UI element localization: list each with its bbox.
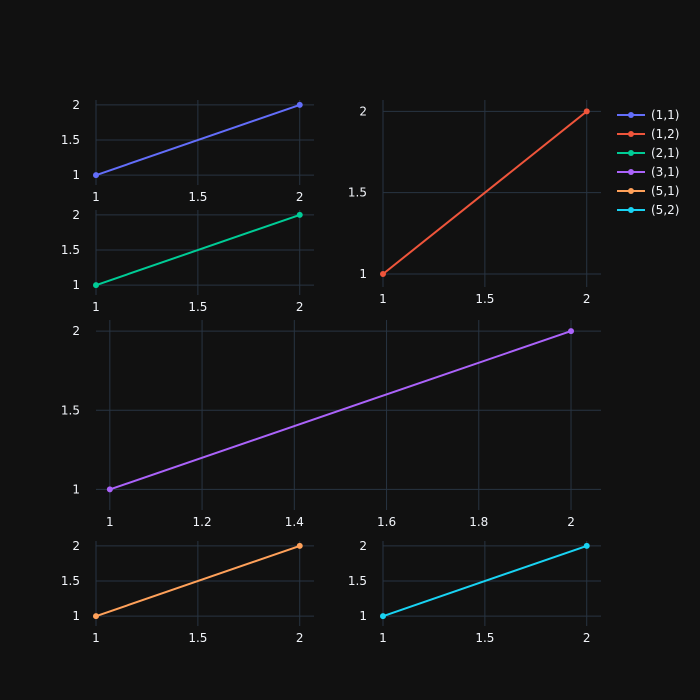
x-tick-label: 2	[296, 190, 304, 204]
legend-item[interactable]: (3,1)	[617, 165, 679, 179]
series-line[interactable]	[382, 544, 588, 618]
y-tick-label: 1.5	[61, 574, 80, 588]
x-tick-label: 1.5	[475, 292, 494, 306]
x-tick-label: 1	[379, 292, 387, 306]
x-tick-label: 1	[92, 300, 100, 314]
x-tick-label: 1.5	[188, 300, 207, 314]
data-point[interactable]	[380, 270, 386, 277]
series-line[interactable]	[109, 330, 572, 491]
x-tick-label: 1.4	[285, 515, 304, 529]
y-tick-label: 2	[72, 539, 80, 553]
subplot-5-1: 1 1.5 2 1 1.5 2	[61, 539, 314, 645]
legend-item[interactable]: (5,2)	[617, 203, 679, 217]
x-tick-label: 2	[296, 300, 304, 314]
x-tick-label: 1	[92, 190, 100, 204]
legend-item[interactable]: (1,1)	[617, 108, 679, 122]
x-tick-label: 1	[92, 631, 100, 645]
y-tick-label: 1	[72, 278, 80, 292]
legend-swatch-marker	[628, 207, 634, 213]
y-tick-label: 1	[359, 267, 367, 281]
x-tick-label: 1.5	[188, 631, 207, 645]
data-point[interactable]	[93, 172, 99, 179]
y-tick-label: 2	[359, 539, 367, 553]
y-tick-label: 1.5	[61, 243, 80, 257]
data-point[interactable]	[296, 211, 303, 218]
legend-label: (5,1)	[651, 184, 679, 198]
subplot-5-2: 1 1.5 2 1 1.5 2	[348, 539, 601, 645]
legend-swatch-marker	[628, 131, 634, 137]
x-tick-label: 2	[583, 631, 591, 645]
legend-item[interactable]: (5,1)	[617, 184, 679, 198]
y-tick-label: 1	[72, 609, 80, 623]
y-tick-label: 2	[72, 98, 80, 112]
series-line[interactable]	[382, 110, 588, 275]
subplot-2-1: 1 1.5 2 1 1.5 2	[61, 208, 314, 314]
legend-item[interactable]: (2,1)	[617, 146, 679, 160]
series-line[interactable]	[95, 213, 301, 287]
y-tick-label: 1.5	[348, 574, 367, 588]
y-tick-label: 2	[359, 104, 367, 118]
data-point[interactable]	[93, 613, 99, 620]
legend-swatch-marker	[628, 169, 634, 175]
y-tick-label: 1	[359, 609, 367, 623]
x-tick-label: 1.2	[193, 515, 212, 529]
x-tick-label: 2	[567, 515, 575, 529]
data-point[interactable]	[93, 282, 99, 289]
legend-label: (5,2)	[651, 203, 679, 217]
series-line[interactable]	[95, 103, 301, 177]
y-tick-label: 2	[72, 324, 80, 338]
data-point[interactable]	[568, 328, 575, 335]
x-tick-label: 1.8	[469, 515, 488, 529]
legend[interactable]: (1,1) (1,2) (2,1) (3,1) (5,1) (5,2)	[617, 108, 679, 217]
y-tick-label: 1.5	[61, 133, 80, 147]
subplot-1-1: 1 1.5 2 1 1.5 2	[61, 98, 314, 204]
x-tick-label: 1.5	[475, 631, 494, 645]
legend-label: (2,1)	[651, 146, 679, 160]
data-point[interactable]	[296, 101, 303, 108]
legend-swatch-marker	[628, 112, 634, 118]
data-point[interactable]	[106, 486, 113, 493]
x-tick-label: 1.6	[377, 515, 396, 529]
y-tick-label: 1	[72, 168, 80, 182]
legend-swatch-marker	[628, 188, 634, 194]
x-tick-label: 1.5	[188, 190, 207, 204]
legend-item[interactable]: (1,2)	[617, 127, 679, 141]
legend-swatch-marker	[628, 150, 634, 156]
series-line[interactable]	[95, 544, 301, 618]
x-tick-label: 2	[583, 292, 591, 306]
x-tick-label: 1	[106, 515, 114, 529]
legend-label: (3,1)	[651, 165, 679, 179]
y-tick-label: 1.5	[61, 403, 80, 417]
data-point[interactable]	[583, 108, 590, 115]
y-tick-label: 2	[72, 208, 80, 222]
legend-label: (1,1)	[651, 108, 679, 122]
subplot-3-1: 1 1.2 1.4 1.6 1.8 2 1 1.5 2	[61, 320, 601, 529]
plot-area: 1 1.5 211.521 1.5 211.521 1.5 211.521 1.2 1.4 1.6…	[61, 98, 601, 645]
subplot-1-2: 1 1.5 2 1 1.5 2	[348, 100, 601, 306]
y-tick-label: 1.5	[348, 186, 367, 200]
data-point[interactable]	[380, 613, 386, 620]
x-tick-label: 1	[379, 631, 387, 645]
data-point[interactable]	[296, 542, 303, 549]
x-tick-label: 2	[296, 631, 304, 645]
data-point[interactable]	[583, 542, 590, 549]
y-tick-label: 1	[72, 482, 80, 496]
legend-label: (1,2)	[651, 127, 679, 141]
